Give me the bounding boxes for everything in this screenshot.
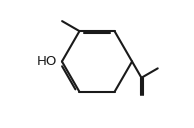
Text: HO: HO [36, 55, 57, 68]
